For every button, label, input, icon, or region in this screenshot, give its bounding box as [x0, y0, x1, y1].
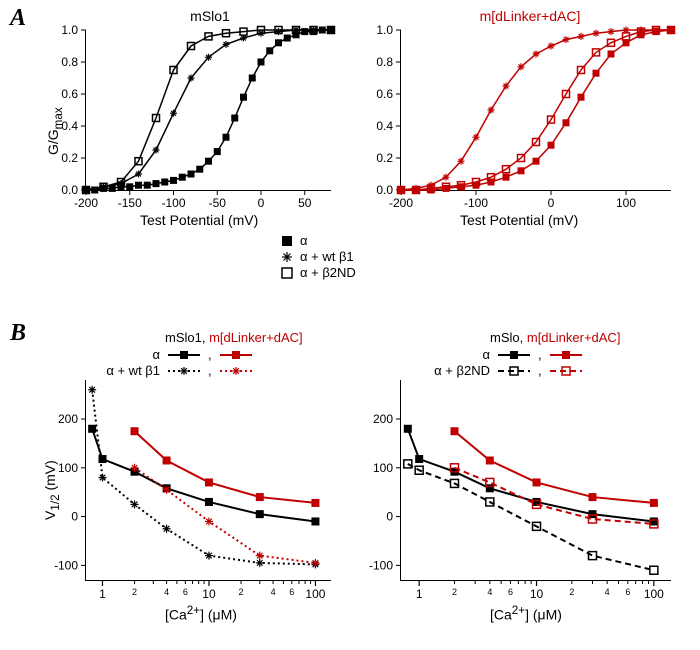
svg-text:100: 100: [616, 196, 636, 210]
panel-a-left-title: mSlo1: [110, 8, 310, 24]
svg-text:1.0: 1.0: [376, 23, 393, 37]
svg-text:0.6: 0.6: [61, 87, 78, 101]
panel-a-right-xlabel: Test Potential (mV): [460, 212, 578, 228]
svg-text:100: 100: [305, 587, 325, 601]
svg-text:4: 4: [164, 587, 169, 597]
svg-text:10: 10: [202, 587, 216, 601]
svg-text:0.8: 0.8: [61, 55, 78, 69]
svg-text:1: 1: [99, 587, 106, 601]
svg-text:200: 200: [58, 412, 78, 426]
legend-item: α + β2ND: [280, 265, 356, 280]
panel-b-left-svg: 110100246246-1000100200: [86, 380, 331, 580]
svg-text:0: 0: [386, 510, 393, 524]
svg-text:0.4: 0.4: [376, 119, 393, 133]
svg-text:2: 2: [132, 587, 137, 597]
svg-text:-100: -100: [369, 558, 393, 572]
panel-a-right-title: m[dLinker+dAC]: [420, 8, 640, 24]
svg-text:200: 200: [373, 412, 393, 426]
svg-text:1.0: 1.0: [61, 23, 78, 37]
svg-text:-100: -100: [54, 558, 78, 572]
panel-b-right-plot: 110100246246-1000100200: [400, 380, 671, 581]
svg-text:0.2: 0.2: [376, 151, 393, 165]
panel-a-label: A: [10, 5, 26, 32]
svg-text:0.8: 0.8: [376, 55, 393, 69]
svg-text:4: 4: [487, 587, 492, 597]
legend-item: α: [280, 233, 356, 248]
panel-b-ylabel: V1/2 (mV): [42, 460, 62, 520]
panel-b-right-xlabel: [Ca2+] (μM): [490, 604, 562, 623]
panel-b-right-svg: 110100246246-1000100200: [401, 380, 671, 580]
svg-text:2: 2: [569, 587, 574, 597]
svg-text:0: 0: [71, 510, 78, 524]
legend-item: α,: [430, 347, 590, 362]
figure-container: A mSlo1 -200-150-100-500500.00.20.40.60.…: [0, 0, 700, 650]
panel-a-legend: αα + wt β1α + β2ND: [280, 232, 356, 281]
svg-text:6: 6: [183, 587, 188, 597]
svg-text:-200: -200: [389, 196, 413, 210]
panel-b-right-legend-title: mSlo, m[dLinker+dAC]: [490, 330, 620, 345]
panel-b-left-legend-title: mSlo1, m[dLinker+dAC]: [165, 330, 303, 345]
panel-a-right-plot: -200-10001000.00.20.40.60.81.0: [400, 30, 671, 191]
svg-text:-100: -100: [464, 196, 488, 210]
svg-text:0.0: 0.0: [376, 183, 393, 197]
panel-a-right-svg: -200-10001000.00.20.40.60.81.0: [401, 30, 671, 190]
panel-a-left-ylabel: G/Gmax: [45, 107, 65, 155]
svg-text:10: 10: [530, 587, 544, 601]
svg-text:100: 100: [644, 587, 664, 601]
panel-a-left-plot: -200-150-100-500500.00.20.40.60.81.0: [85, 30, 331, 191]
svg-text:-150: -150: [118, 196, 142, 210]
svg-text:6: 6: [625, 587, 630, 597]
svg-text:100: 100: [373, 461, 393, 475]
panel-b-left-xlabel: [Ca2+] (μM): [165, 604, 237, 623]
svg-text:-200: -200: [74, 196, 98, 210]
legend-item: α,: [100, 347, 260, 362]
svg-text:0.6: 0.6: [376, 87, 393, 101]
svg-text:0: 0: [258, 196, 265, 210]
svg-text:4: 4: [271, 587, 276, 597]
svg-text:1: 1: [416, 587, 423, 601]
panel-b-label: B: [10, 320, 26, 347]
panel-b-left-plot: 110100246246-1000100200: [85, 380, 331, 581]
svg-text:4: 4: [605, 587, 610, 597]
svg-text:0.0: 0.0: [61, 183, 78, 197]
svg-text:2: 2: [239, 587, 244, 597]
panel-b-right-legend: α,α + β2ND,: [430, 346, 590, 379]
panel-a-left-svg: -200-150-100-500500.00.20.40.60.81.0: [86, 30, 331, 190]
svg-text:0: 0: [548, 196, 555, 210]
svg-text:6: 6: [289, 587, 294, 597]
legend-item: α + wt β1,: [100, 363, 260, 378]
svg-text:-50: -50: [209, 196, 227, 210]
panel-a-left-xlabel: Test Potential (mV): [140, 212, 258, 228]
svg-text:50: 50: [298, 196, 312, 210]
legend-item: α + β2ND,: [430, 363, 590, 378]
svg-text:-100: -100: [161, 196, 185, 210]
svg-text:6: 6: [508, 587, 513, 597]
panel-b-left-legend: α,α + wt β1,: [100, 346, 260, 379]
svg-text:2: 2: [452, 587, 457, 597]
legend-item: α + wt β1: [280, 249, 356, 264]
